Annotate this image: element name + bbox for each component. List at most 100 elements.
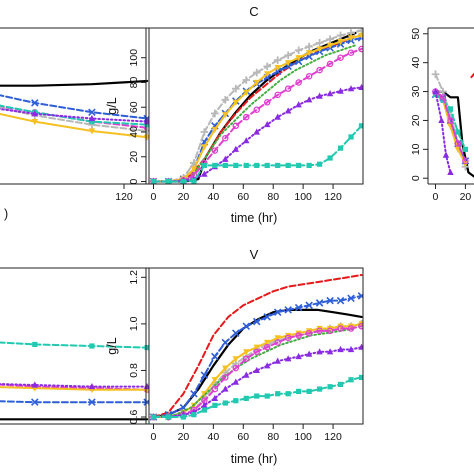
panel-c-series-8-point-11: [275, 162, 281, 169]
panel-c-series-8-point-0: [150, 178, 157, 184]
panel-right-top-partial-ytick-label-3: 30: [410, 86, 422, 98]
panel-c-xtick-label-0: 0: [151, 191, 157, 203]
panel-c-series-4-point-5: [211, 126, 219, 134]
panel-right-top: 0 20 0 10 20 30 40 50: [410, 27, 474, 203]
panel-v-series-8-point-1: [165, 414, 172, 420]
panel-v-series-4-point-12: [284, 332, 292, 340]
panel-v-series-2-point-7: [232, 329, 240, 337]
panel-c-xtick-label-2: 40: [208, 191, 220, 203]
panel-c-series-6-point-14: [305, 73, 313, 80]
panel-right-top-partial-series-6-point-2: [447, 117, 454, 124]
panel-right-top-partial-series-6-point-3: [454, 140, 462, 147]
panel-v-series-6-point-11: [274, 339, 281, 346]
panel-v-series-2-point-11: [273, 308, 282, 317]
panel-c-series-6-point-10: [263, 99, 271, 106]
panel-v-series-7-point-12: [284, 355, 292, 362]
panel-c: C 0 20 40 60 80 100 120 0 20 40 60 80 100 time (hr)…: [105, 4, 364, 225]
panel-right-top-partial-series-5-point-3: [455, 129, 461, 135]
panel-v-series-6-point-10: [263, 343, 271, 351]
panel-c-series-8-point-5: [212, 162, 218, 169]
panel-right-top-partial-xtick-label-0: 0: [433, 191, 439, 203]
panel-v-series-7-point-7: [232, 378, 239, 385]
panel-v-series-5-line: [152, 327, 357, 418]
panel-c-xtick-label-3: 60: [237, 191, 249, 203]
panel-left-top-partial-series-6-point-3: [31, 110, 38, 117]
panel-v-series-4-point-17: [337, 323, 344, 330]
panel-c-series-3-point-4: [200, 128, 209, 136]
panel-v-series-8-point-17: [337, 381, 344, 388]
panel-v-series-4-point-6: [222, 365, 229, 372]
panel-v-series-6-point-5: [211, 385, 219, 393]
panel-v-series-2-point-15: [315, 299, 324, 307]
panel-v-series-6-point-13: [295, 332, 302, 339]
panel-c-series-4-point-9: [253, 79, 260, 87]
panel-v-series-7-point-4: [201, 401, 208, 408]
panel-v-series-8-point-0: [150, 414, 157, 420]
panel-v-series-6-point-16: [326, 327, 334, 335]
panel-right-top-partial-series-6-point-1: [439, 94, 447, 101]
panel-c-series-8-point-8: [243, 162, 249, 169]
panel-c-series-8-point-13: [296, 162, 302, 169]
panel-left-top-partial-series-5-line: [0, 112, 149, 139]
panel-c-series-3-point-10: [263, 62, 272, 71]
panel-c-series-8-point-2: [180, 178, 187, 184]
panel-c-series-5-line: [152, 44, 357, 183]
panel-v-series-8-point-5: [212, 402, 218, 408]
panel-left-bottom-partial-series-4-point-4: [88, 398, 96, 406]
panel-right-top-series: [431, 70, 474, 178]
panel-left-bottom-partial-series-4-point-3: [31, 398, 39, 406]
panel-v-series-4-point-15: [316, 325, 323, 333]
panel-left-top-partial-series-5-point-3: [31, 119, 38, 126]
panel-v-series-7-point-17: [337, 345, 344, 353]
panel-c-xtick-label-6: 120: [324, 191, 342, 203]
panel-c-ytick-label-3: 60: [128, 101, 140, 113]
panel-v-series-7-point-9: [253, 366, 260, 374]
panel-c-series-3-point-15: [315, 39, 324, 47]
panel-v-ytick-label-3: 1.2: [128, 270, 140, 285]
panel-c-series-4-point-11: [274, 65, 281, 72]
panel-c-series-6-point-17: [337, 54, 344, 61]
panel-v-series-4-point-11: [274, 335, 281, 342]
panel-c-series-4-point-10: [264, 71, 271, 78]
panel-v-series-8-point-14: [306, 388, 312, 395]
panel-c-series-6-point-18: [347, 49, 355, 57]
panel-v-series-4-point-14: [305, 328, 313, 335]
panel-v-series-8-point-7: [233, 398, 239, 404]
panel-left-bottom-partial-series-1-line: [0, 383, 149, 391]
panel-v-series-8-point-16: [327, 384, 333, 390]
panel-c-series-7-point-17: [337, 87, 344, 94]
panel-left-top-partial-series-5-point-4: [88, 128, 96, 135]
panel-c-series-8-point-9: [254, 162, 260, 169]
panel-v-series-7-point-8: [243, 371, 250, 378]
panel-right-top-partial-series-7-point-1: [438, 116, 445, 124]
panel-c-series-3-point-11: [273, 56, 282, 64]
panel-left-top-partial-series-4-point-5: [144, 122, 149, 128]
panel-v-series-4-point-18: [347, 323, 355, 330]
panel-v-series-6-point-9: [253, 348, 260, 356]
panel-c-series-6-point-12: [284, 85, 292, 92]
panel-c-series-8-point-10: [264, 162, 270, 169]
panel-v-series-8-point-15: [317, 386, 323, 392]
panel-c-series-4-point-16: [326, 42, 334, 49]
panel-right-top-partial-ytick-label-4: 40: [410, 57, 422, 69]
panel-left-bottom-partial-series-0-point-4: [89, 343, 95, 349]
panel-v-series-7-point-18: [347, 345, 355, 353]
panel-v-series-8-point-4: [201, 407, 207, 413]
panel-right-top-partial-xtick-label-1: 20: [460, 191, 472, 203]
panel-c-series-7-point-16: [326, 90, 334, 97]
panel-c-ytick-label-1: 20: [128, 151, 140, 163]
panel-v-ytick-label-1: 0.8: [128, 363, 140, 378]
panel-v-series-7-point-13: [295, 352, 302, 360]
panel-c-series-4-line: [152, 34, 363, 183]
panel-v-series-4-point-9: [253, 344, 260, 351]
panel-c-series-3-point-9: [252, 68, 261, 77]
panel-c-series-7-point-9: [253, 128, 260, 135]
panel-c-series-4-point-18: [347, 35, 355, 42]
panel-v-series-8-point-12: [285, 391, 291, 397]
panel-c-series-8-point-6: [222, 162, 228, 169]
panel-right-top-partial-series-7-point-2: [442, 151, 450, 158]
panel-v-series-8-point-18: [348, 377, 354, 383]
panel-c-series-4-point-7: [232, 99, 239, 106]
panel-left-bottom-partial-series-0-line: [0, 341, 149, 349]
